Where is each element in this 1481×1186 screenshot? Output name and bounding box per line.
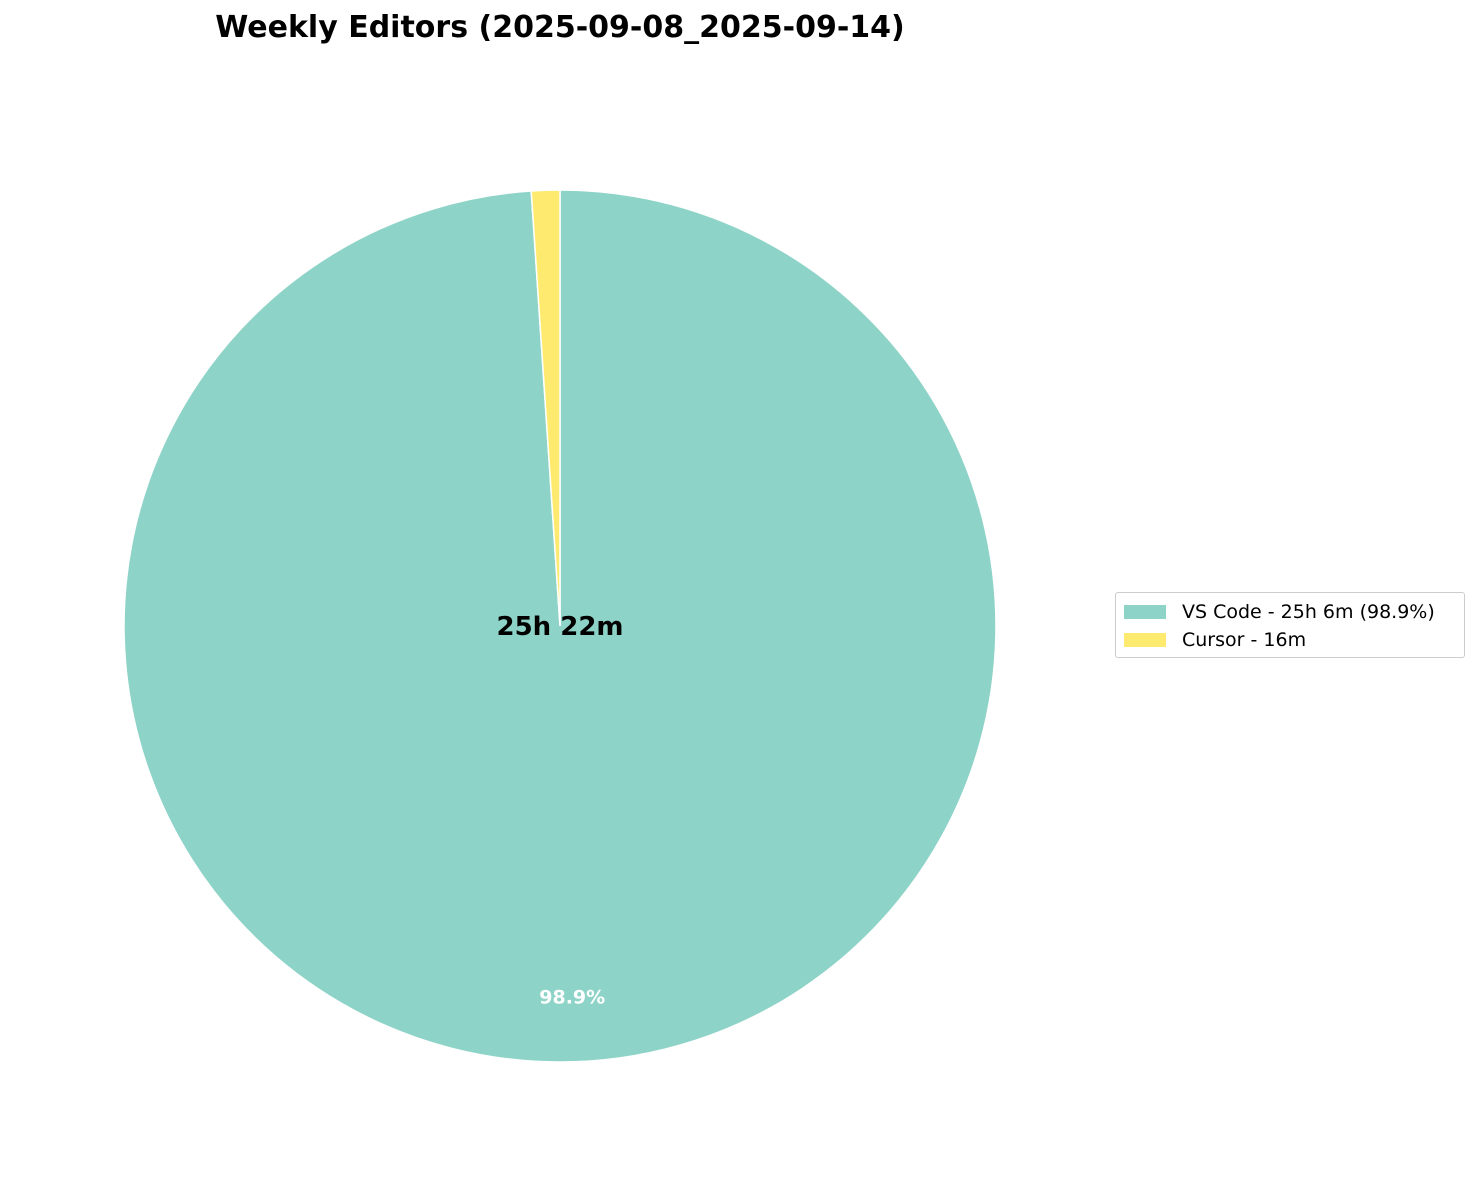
center-total-label: 25h 22m <box>496 612 623 642</box>
legend-swatch-vs-code <box>1124 605 1166 619</box>
legend: VS Code - 25h 6m (98.9%) Cursor - 16m <box>1115 592 1465 658</box>
pie-pct-label-vs-code: 98.9% <box>539 986 605 1008</box>
pie-labels: 98.9% <box>539 986 605 1008</box>
legend-item-vs-code: VS Code - 25h 6m (98.9%) <box>1124 598 1456 626</box>
legend-item-cursor: Cursor - 16m <box>1124 626 1456 654</box>
pie-slice-cursor <box>530 189 561 627</box>
pie-slices <box>123 189 997 1063</box>
legend-label-cursor: Cursor - 16m <box>1182 629 1307 651</box>
legend-label-vs-code: VS Code - 25h 6m (98.9%) <box>1182 601 1435 623</box>
legend-swatch-cursor <box>1124 633 1166 647</box>
chart-title: Weekly Editors (2025-09-08_2025-09-14) <box>215 10 905 45</box>
